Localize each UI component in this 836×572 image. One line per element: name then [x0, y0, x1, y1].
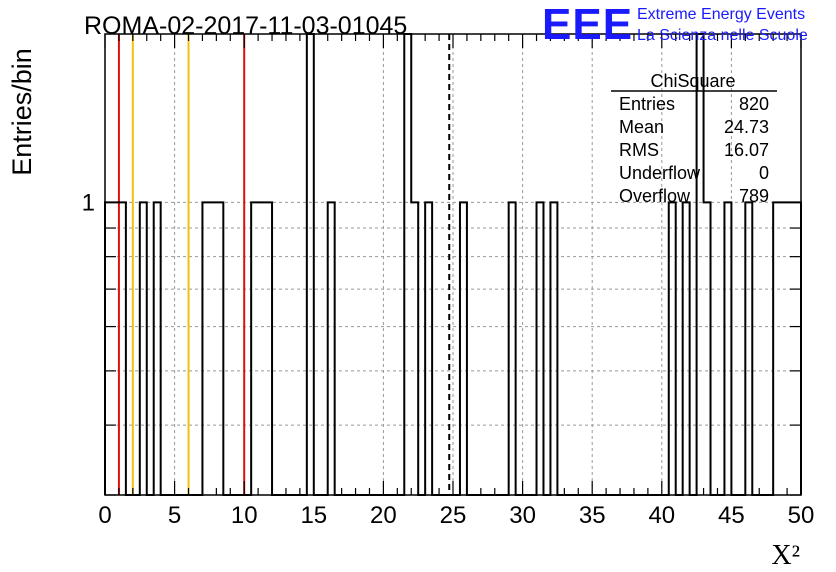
stats-title: ChiSquare [650, 71, 735, 91]
y-tick-label: 1 [82, 189, 95, 216]
y-axis-label: Entries/bin [7, 48, 37, 176]
x-tick-label: 10 [231, 502, 258, 529]
stats-row-label: Entries [619, 94, 675, 114]
stats-row-value: 24.73 [724, 117, 769, 137]
eee-logo-mark: EEE [542, 0, 633, 49]
stats-row-value: 789 [739, 186, 769, 206]
logo-line-2: La Scienza nelle Scuole [637, 27, 808, 44]
stats-row-label: Mean [619, 117, 664, 137]
x-tick-label: 5 [168, 502, 181, 529]
axes: 0 5 10 15 20 25 30 35 40 45 50 1 [82, 34, 815, 529]
chart-title: ROMA-02-2017-11-03-01045 [84, 12, 407, 40]
x-tick-label: 0 [98, 502, 111, 529]
eee-logo: EEE Extreme Energy Events La Scienza nel… [542, 0, 808, 49]
x-tick-label: 35 [579, 502, 606, 529]
x-tick-label: 40 [648, 502, 675, 529]
x-tick-label: 15 [300, 502, 327, 529]
reference-lines [117, 34, 451, 495]
x-tick-label: 20 [370, 502, 397, 529]
stats-row-label: RMS [619, 140, 659, 160]
x-tick-label: 30 [509, 502, 536, 529]
stats-row-label: Overflow [619, 186, 691, 206]
stats-box: ChiSquare Entries 820 Mean 24.73 RMS 16.07 Unde… [611, 71, 777, 206]
stats-row-label: Underflow [619, 163, 701, 183]
x-axis-label: X² [771, 540, 800, 571]
stats-row-value: 820 [739, 94, 769, 114]
x-tick-label: 25 [440, 502, 467, 529]
logo-line-1: Extreme Energy Events [637, 6, 805, 23]
stats-row-value: 16.07 [724, 140, 769, 160]
x-tick-label: 45 [718, 502, 745, 529]
stats-row-value: 0 [759, 163, 769, 183]
x-tick-label: 50 [788, 502, 815, 529]
